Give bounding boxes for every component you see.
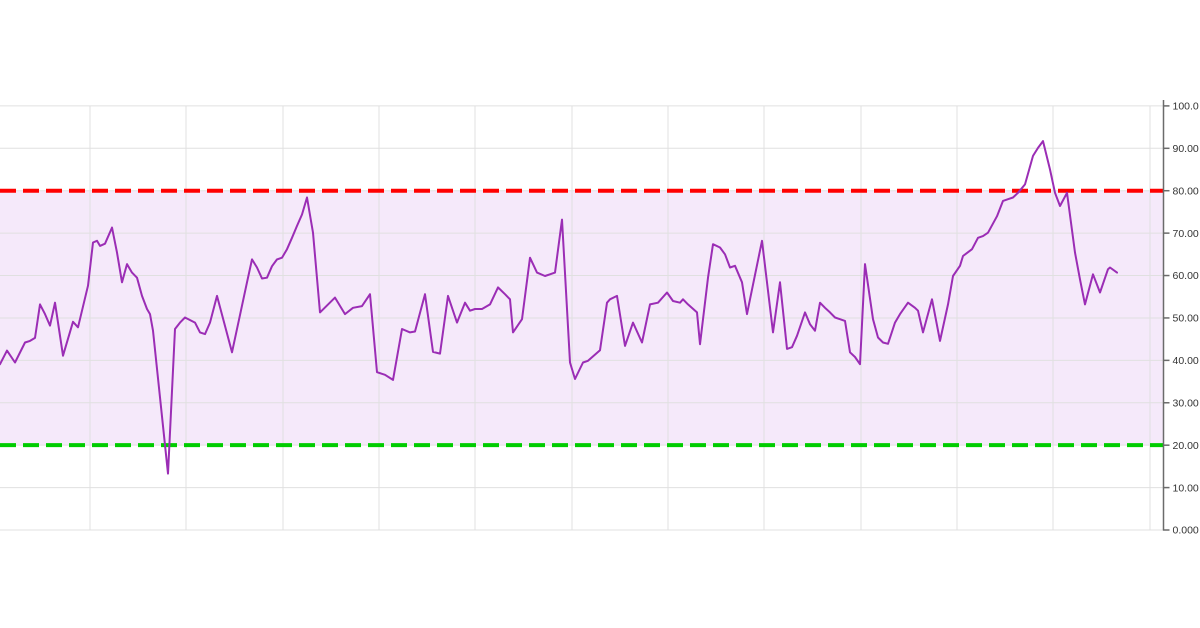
y-axis-tick-label: 60.00 [1173, 270, 1199, 282]
oscillator-line [0, 140, 1118, 475]
y-axis-tick-label: 40.00 [1173, 355, 1199, 367]
y-axis-tick-label: 10.00 [1173, 482, 1199, 494]
y-axis-tick-label: 30.00 [1173, 397, 1199, 409]
y-axis-tick-label: 20.00 [1173, 440, 1199, 452]
y-axis-tick-label: 100.0 [1173, 101, 1199, 113]
y-axis-tick-label: 0.000 [1173, 525, 1199, 537]
y-axis-tick-label: 90.00 [1173, 143, 1199, 155]
y-axis-tick-label: 70.00 [1173, 228, 1199, 240]
y-axis-tick-label: 80.00 [1173, 185, 1199, 197]
y-axis-tick-label: 50.00 [1173, 313, 1199, 325]
